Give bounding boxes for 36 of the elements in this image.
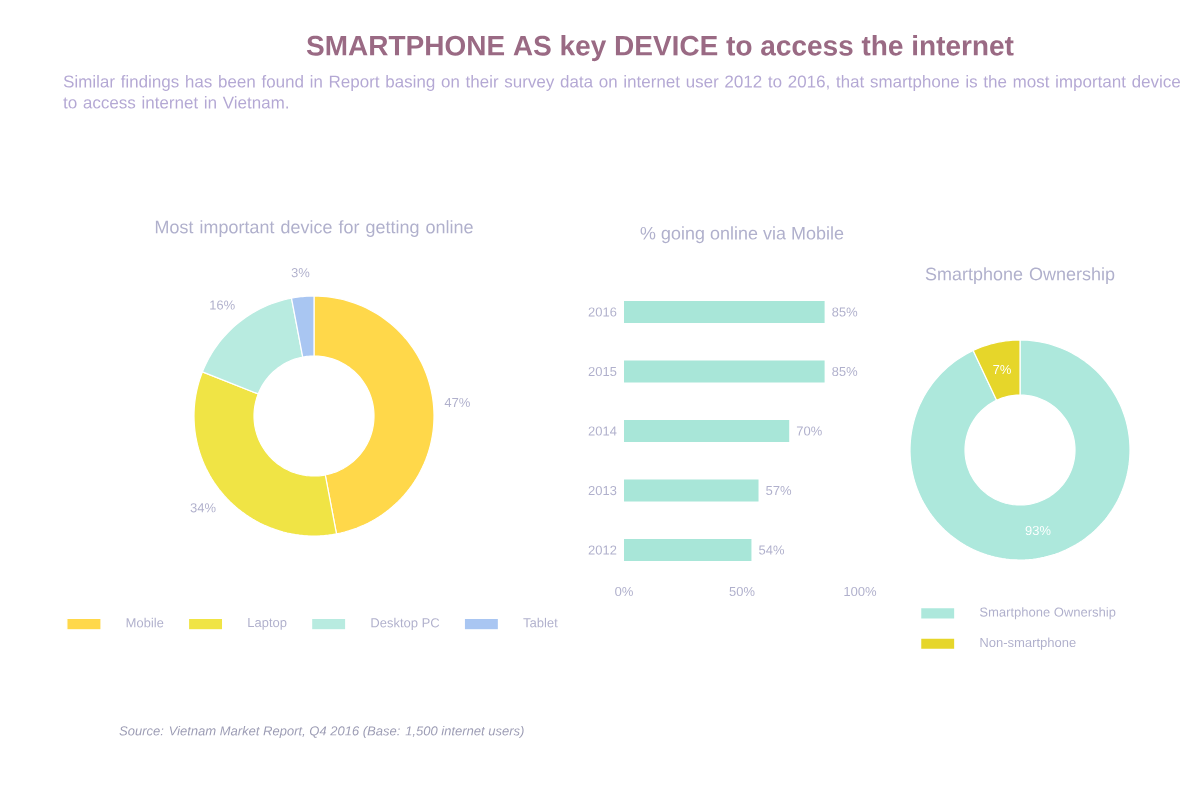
data-label: 34% bbox=[190, 503, 216, 513]
bar bbox=[624, 300, 825, 323]
y-tick-label: 2012 bbox=[588, 545, 617, 555]
data-label: 93% bbox=[1025, 525, 1051, 536]
data-label: 16% bbox=[210, 300, 235, 310]
bar bbox=[624, 420, 790, 443]
legend-label: Tablet bbox=[523, 617, 558, 628]
y-tick-label: 2016 bbox=[588, 307, 617, 317]
bar bbox=[624, 539, 752, 562]
legend-label: Smartphone Ownership bbox=[979, 607, 1116, 620]
legend-label: Non-smartphone bbox=[980, 637, 1076, 650]
legend-label: Laptop bbox=[248, 618, 287, 630]
x-tick-label: 50% bbox=[729, 586, 755, 597]
chart-title: Smartphone Ownership bbox=[925, 267, 1115, 284]
data-label: 57% bbox=[766, 485, 792, 496]
y-tick-label: 2013 bbox=[588, 485, 617, 496]
x-tick-label: 100% bbox=[844, 586, 877, 597]
data-label: 85% bbox=[832, 366, 858, 377]
y-tick-label: 2015 bbox=[588, 366, 617, 377]
data-label: 70% bbox=[796, 426, 822, 436]
x-tick-label: 0% bbox=[615, 586, 633, 597]
source-note: Source: Vietnam Market Report, Q4 2016 (Base: 1,500 internet users) bbox=[119, 725, 524, 739]
legend-label: Desktop PC bbox=[371, 617, 440, 630]
text: SMARTPHONE AS key DEVICE to access the internet bbox=[306, 35, 1014, 62]
data-label: 54% bbox=[759, 545, 785, 555]
data-label: 3% bbox=[291, 268, 310, 278]
y-tick-label: 2014 bbox=[588, 426, 617, 436]
chart-title: % going online via Mobile bbox=[640, 226, 844, 244]
chart-title: Most important device for getting online bbox=[155, 220, 473, 237]
bar bbox=[624, 360, 825, 383]
text: Similar findings has been found in Report basing on their survey data on internet user 2012 to 2016, that smartphone is the most important device to access internet in Vietnam. bbox=[63, 75, 1181, 109]
legend-label: Mobile bbox=[126, 617, 164, 628]
data-label: 7% bbox=[993, 364, 1011, 375]
data-label: 85% bbox=[832, 307, 858, 317]
data-label: 47% bbox=[444, 397, 470, 407]
bar bbox=[624, 479, 759, 502]
